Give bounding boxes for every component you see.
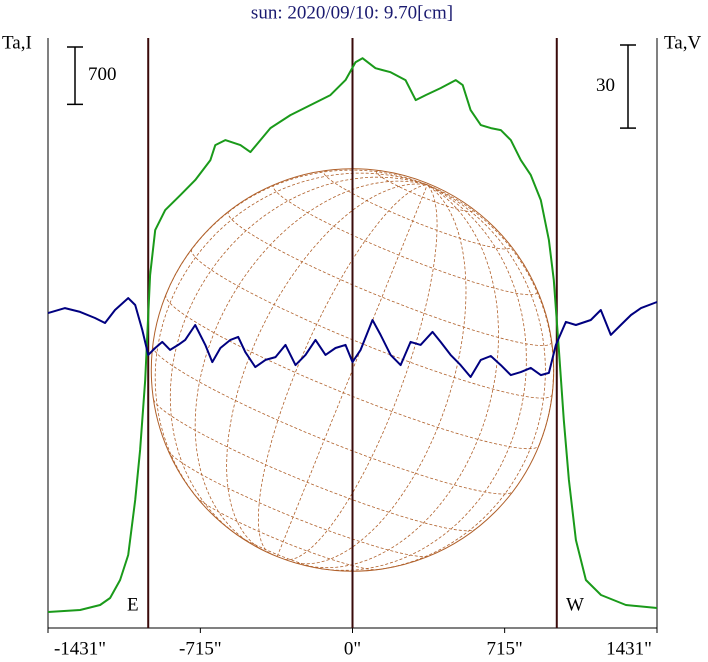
west-label: W <box>566 594 584 615</box>
parallel <box>196 496 377 571</box>
parallel <box>153 399 476 532</box>
parallel <box>323 170 512 250</box>
x-tick-label: 1431" <box>606 638 652 659</box>
parallel <box>165 294 540 450</box>
chart-title: sun: 2020/09/10: 9.70[cm] <box>251 2 453 23</box>
meridian <box>169 176 428 536</box>
scale-label: 30 <box>596 75 615 96</box>
meridian <box>291 184 467 565</box>
east-label: E <box>127 594 139 615</box>
meridian <box>320 184 527 571</box>
x-tick-label: 0" <box>344 638 361 659</box>
parallel <box>272 184 538 296</box>
scale-label: 700 <box>88 64 117 85</box>
series-line <box>47 297 658 378</box>
meridian <box>154 172 428 505</box>
y-axis-label: Ta,I <box>2 32 32 53</box>
series-line <box>47 57 658 613</box>
x-tick-label: 715" <box>487 638 523 659</box>
parallel <box>167 450 429 557</box>
parallel <box>152 346 513 495</box>
meridian <box>258 184 428 554</box>
x-tick-label: -715" <box>179 638 222 659</box>
meridian <box>276 184 428 557</box>
meridian <box>366 184 546 572</box>
meridian <box>194 180 428 544</box>
parallel <box>375 170 474 212</box>
parallel <box>227 210 553 346</box>
meridian <box>226 183 428 551</box>
parallel <box>190 249 553 399</box>
x-tick-label: -1431" <box>54 638 106 659</box>
y2-axis-label: Ta,V <box>664 32 701 53</box>
meridian <box>305 184 499 569</box>
meridian <box>284 184 438 561</box>
parallel <box>236 534 321 570</box>
